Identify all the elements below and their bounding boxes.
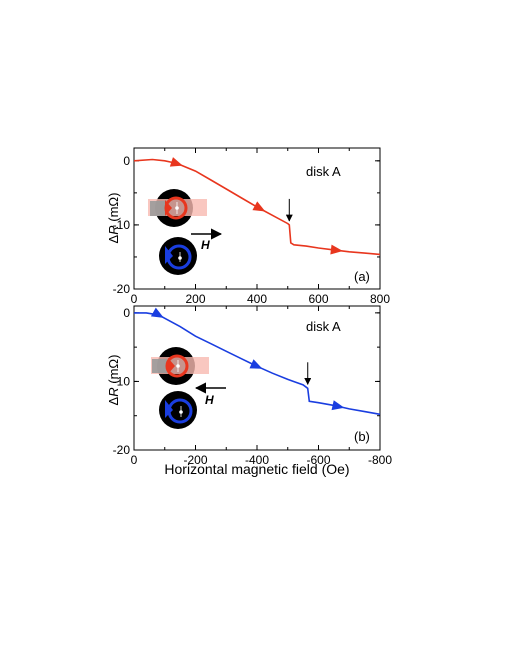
direction-arrowhead — [169, 157, 183, 167]
direction-arrowhead — [331, 400, 345, 411]
x-axis-ticks: 0 200 400 600 800 — [131, 148, 390, 306]
sample-annotation: disk A — [306, 164, 341, 179]
x-tick-label: 600 — [308, 292, 328, 306]
sample-annotation: disk A — [306, 319, 341, 334]
panel-a: 0 -10 -20 0 200 400 600 800 ΔR (mΩ) disk A (a)… — [106, 147, 390, 306]
disk-vortex-inset — [151, 347, 209, 385]
x-axis-ticks: 0 -200 -400 -600 -800 — [131, 306, 392, 467]
x-tick-label: -600 — [306, 453, 330, 467]
disk-vortex-inset — [148, 189, 207, 227]
x-tick-label: 0 — [131, 453, 138, 467]
x-tick-label: -200 — [183, 453, 207, 467]
panel-label: (b) — [354, 429, 370, 444]
x-tick-label: 0 — [131, 292, 138, 306]
y-axis-label: ΔR (mΩ) — [106, 355, 121, 406]
panel-b: 0 -10 -20 0 -200 -400 -600 -800 ΔR (mΩ) disk A… — [106, 305, 392, 467]
y-tick-label: -20 — [113, 282, 131, 296]
x-tick-label: -400 — [245, 453, 269, 467]
series-line — [134, 312, 381, 416]
direction-arrowhead — [150, 307, 164, 318]
disk-vortex-inset — [159, 237, 197, 275]
direction-arrows — [150, 307, 345, 411]
x-tick-label: -800 — [368, 453, 392, 467]
x-tick-label: 400 — [247, 292, 267, 306]
disk-vortex-inset — [159, 391, 197, 429]
y-tick-label: -10 — [113, 374, 131, 388]
direction-arrowhead — [252, 201, 266, 212]
field-label: H — [201, 238, 210, 252]
x-tick-label: 200 — [185, 292, 205, 306]
direction-arrowhead — [249, 359, 263, 369]
y-tick-label: -10 — [113, 218, 131, 232]
y-axis-label: ΔR (mΩ) — [106, 193, 121, 244]
y-tick-label: -20 — [113, 443, 131, 457]
y-tick-label: 0 — [123, 306, 130, 320]
y-tick-label: 0 — [123, 154, 130, 168]
x-tick-label: 800 — [370, 292, 390, 306]
direction-arrows — [169, 157, 343, 255]
x-axis-label: Horizontal magnetic field (Oe) — [164, 461, 349, 477]
panel-label: (a) — [354, 269, 370, 284]
field-label: H — [205, 393, 214, 407]
direction-arrowhead — [330, 244, 343, 255]
